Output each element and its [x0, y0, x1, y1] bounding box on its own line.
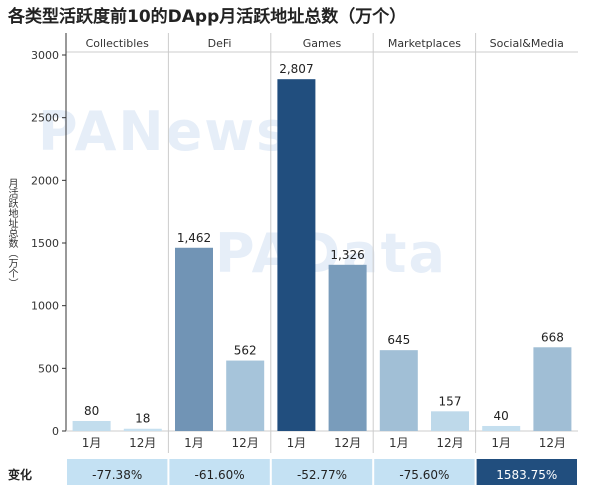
change-value: -52.77% — [297, 468, 347, 482]
change-cell — [169, 459, 270, 485]
bar — [277, 79, 316, 431]
group-header: Games — [303, 37, 342, 50]
change-cell — [67, 459, 168, 485]
y-tick-label: 500 — [38, 362, 59, 375]
x-tick-label: 1月 — [389, 436, 409, 450]
x-tick-label: 12月 — [436, 436, 463, 450]
bar-value-label: 157 — [439, 394, 462, 408]
bar — [123, 428, 162, 431]
bar-value-label: 1,326 — [330, 248, 364, 262]
watermark-text: PANews — [38, 100, 290, 163]
y-tick-label: 1500 — [31, 237, 59, 250]
bar-value-label: 2,807 — [279, 62, 313, 76]
bar-value-label: 668 — [541, 330, 564, 344]
group-header: DeFi — [208, 37, 232, 50]
bar-value-label: 1,462 — [177, 231, 211, 245]
bar — [226, 360, 265, 431]
bar — [533, 347, 572, 431]
x-tick-label: 1月 — [82, 436, 102, 450]
y-tick-label: 2500 — [31, 112, 59, 125]
change-value: 1583.75% — [496, 468, 557, 482]
bar-value-label: 645 — [387, 333, 410, 347]
bar-value-label: 18 — [135, 412, 150, 426]
y-tick-label: 0 — [52, 425, 59, 438]
bar-value-label: 562 — [234, 344, 257, 358]
change-cell — [476, 459, 577, 485]
x-tick-label: 12月 — [232, 436, 259, 450]
change-value: -77.38% — [92, 468, 142, 482]
group-header: Marketplaces — [388, 37, 461, 50]
x-tick-label: 1月 — [287, 436, 307, 450]
x-tick-label: 12月 — [539, 436, 566, 450]
change-value: -61.60% — [195, 468, 245, 482]
bar — [379, 350, 418, 431]
bar-value-label: 80 — [84, 404, 99, 418]
chart-title: 各类型活跃度前10的DApp月活跃地址总数（万个） — [8, 7, 407, 27]
group-header: Social&Media — [490, 37, 564, 50]
change-row-label: 变化 — [8, 468, 33, 482]
y-tick-label: 3000 — [31, 49, 59, 62]
bar — [175, 247, 213, 431]
change-cell — [271, 459, 373, 485]
x-tick-label: 1月 — [184, 436, 204, 450]
x-tick-label: 12月 — [334, 436, 361, 450]
bar — [482, 425, 521, 431]
y-axis-title: 月活跃地址总数（万个） — [6, 178, 17, 288]
bar-value-label: 40 — [494, 409, 509, 423]
y-tick-label: 1000 — [31, 300, 59, 313]
y-tick-label: 2000 — [31, 174, 59, 187]
bar — [431, 411, 469, 431]
bar — [328, 264, 367, 431]
x-tick-label: 1月 — [491, 436, 511, 450]
change-cell — [374, 459, 475, 485]
group-header: Collectibles — [86, 37, 150, 50]
bar — [72, 420, 111, 431]
x-tick-label: 12月 — [129, 436, 156, 450]
change-value: -75.60% — [399, 468, 449, 482]
